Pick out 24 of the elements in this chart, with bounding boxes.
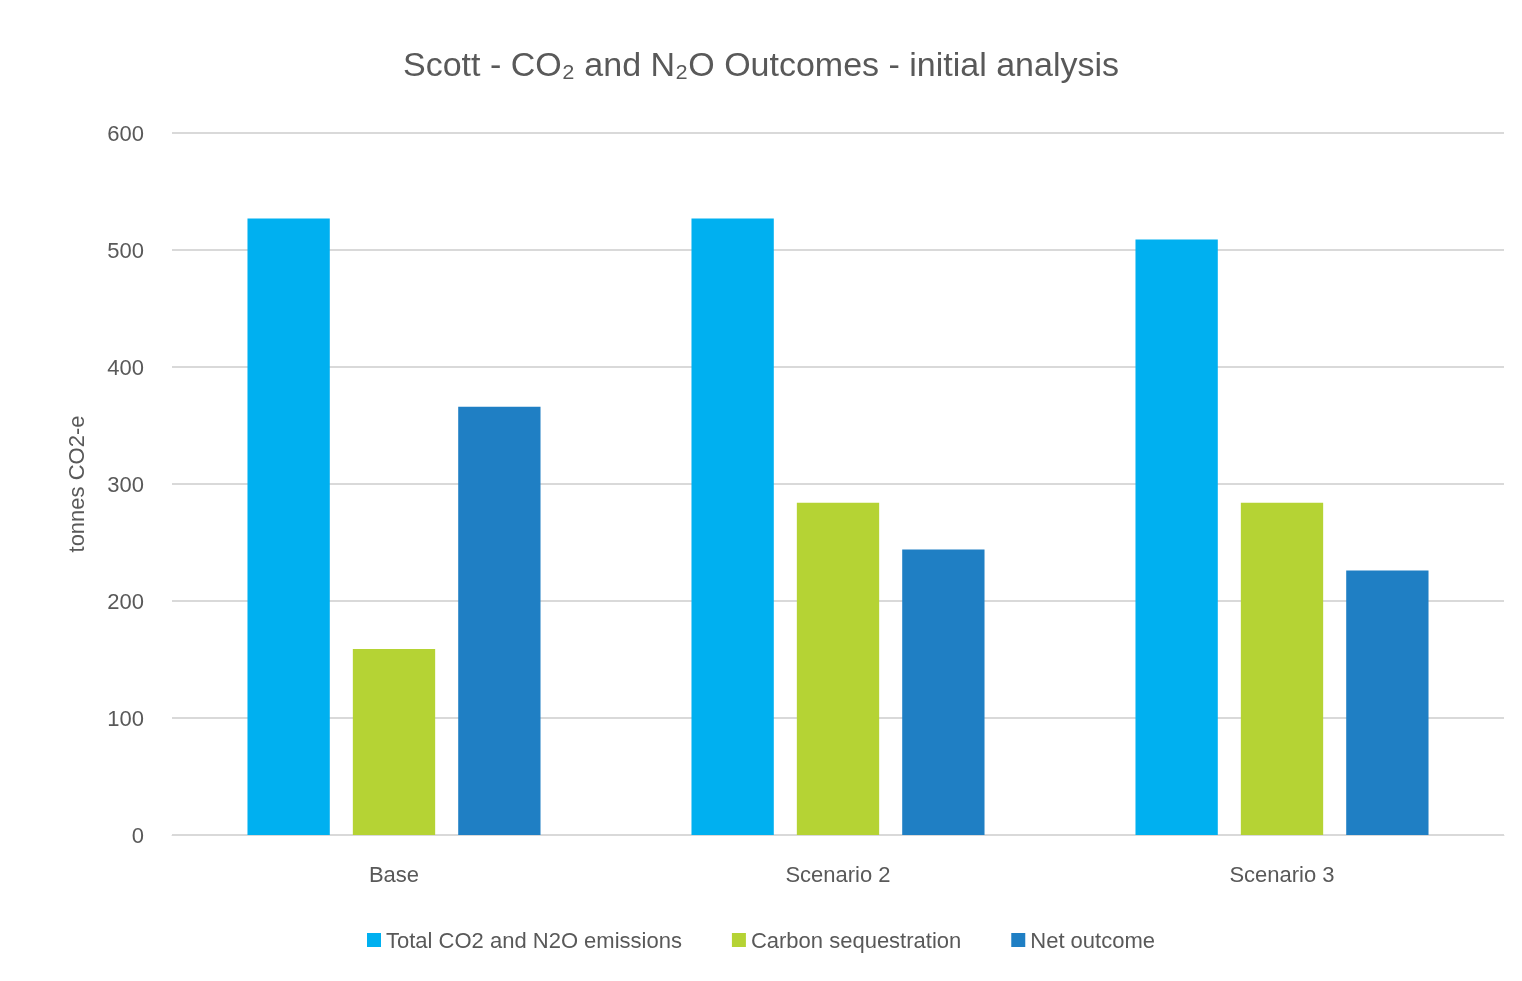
y-tick-label: 600 bbox=[107, 120, 144, 146]
chart-title: Scott - CO₂ and N₂O Outcomes - initial analysis bbox=[402, 45, 1120, 83]
y-tick-label: 500 bbox=[107, 237, 144, 263]
legend-label: Carbon sequestration bbox=[750, 927, 962, 953]
y-tick-label: 100 bbox=[107, 705, 144, 731]
legend-label: Net outcome bbox=[1030, 927, 1155, 953]
y-axis-title: tonnes CO2-e bbox=[63, 415, 89, 553]
y-tick-label: 400 bbox=[107, 354, 144, 380]
bar bbox=[247, 218, 330, 835]
bar bbox=[902, 549, 985, 835]
bar bbox=[458, 406, 541, 835]
y-tick-label: 300 bbox=[107, 471, 144, 497]
y-tick-label: 200 bbox=[107, 588, 144, 614]
x-tick-label: Scenario 2 bbox=[785, 861, 891, 887]
legend-label: Total CO2 and N2O emissions bbox=[386, 927, 682, 953]
x-tick-label: Base bbox=[368, 861, 420, 887]
bar bbox=[796, 502, 880, 835]
y-tick-label: 0 bbox=[131, 822, 144, 848]
x-tick-label: Scenario 3 bbox=[1229, 861, 1335, 887]
bar bbox=[352, 648, 436, 835]
bar bbox=[1135, 239, 1218, 835]
bar bbox=[691, 218, 774, 835]
bar bbox=[1240, 502, 1324, 835]
bar bbox=[1346, 570, 1429, 835]
